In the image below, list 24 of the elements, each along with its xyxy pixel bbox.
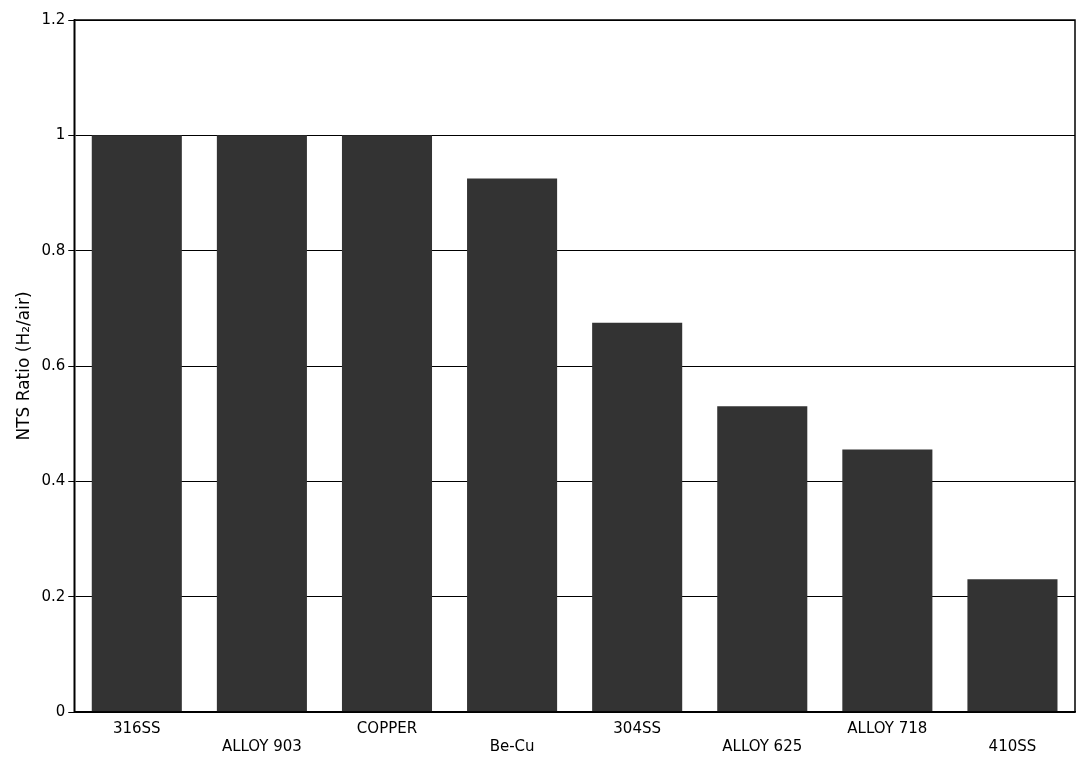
y-tick-label: 1.2 (41, 9, 66, 28)
y-tick-label: 0.2 (41, 586, 66, 605)
bar (216, 135, 307, 712)
x-tick-label: Be-Cu (489, 736, 535, 755)
y-axis-title: NTS Ratio (H₂/air) (12, 291, 33, 441)
bar (91, 135, 182, 712)
y-tick-label: 0.4 (41, 471, 66, 490)
x-tick-label: ALLOY 903 (221, 736, 302, 755)
x-tick-label: COPPER (356, 718, 418, 737)
y-tick-label: 0 (55, 701, 66, 720)
y-tick-label: 0.6 (41, 355, 66, 374)
bar (967, 579, 1058, 712)
x-tick-label: 410SS (988, 736, 1037, 755)
bar (842, 449, 933, 712)
y-tick-label: 1 (55, 125, 66, 144)
x-tick-label: ALLOY 718 (847, 718, 928, 737)
x-tick-label: 316SS (112, 718, 161, 737)
bar (341, 135, 433, 712)
x-tick-label: 304SS (613, 718, 662, 737)
x-tick-label: ALLOY 625 (722, 736, 803, 755)
y-tick-label: 0.8 (41, 240, 66, 259)
bar (717, 406, 808, 712)
bar (592, 322, 683, 712)
bar (467, 178, 558, 712)
